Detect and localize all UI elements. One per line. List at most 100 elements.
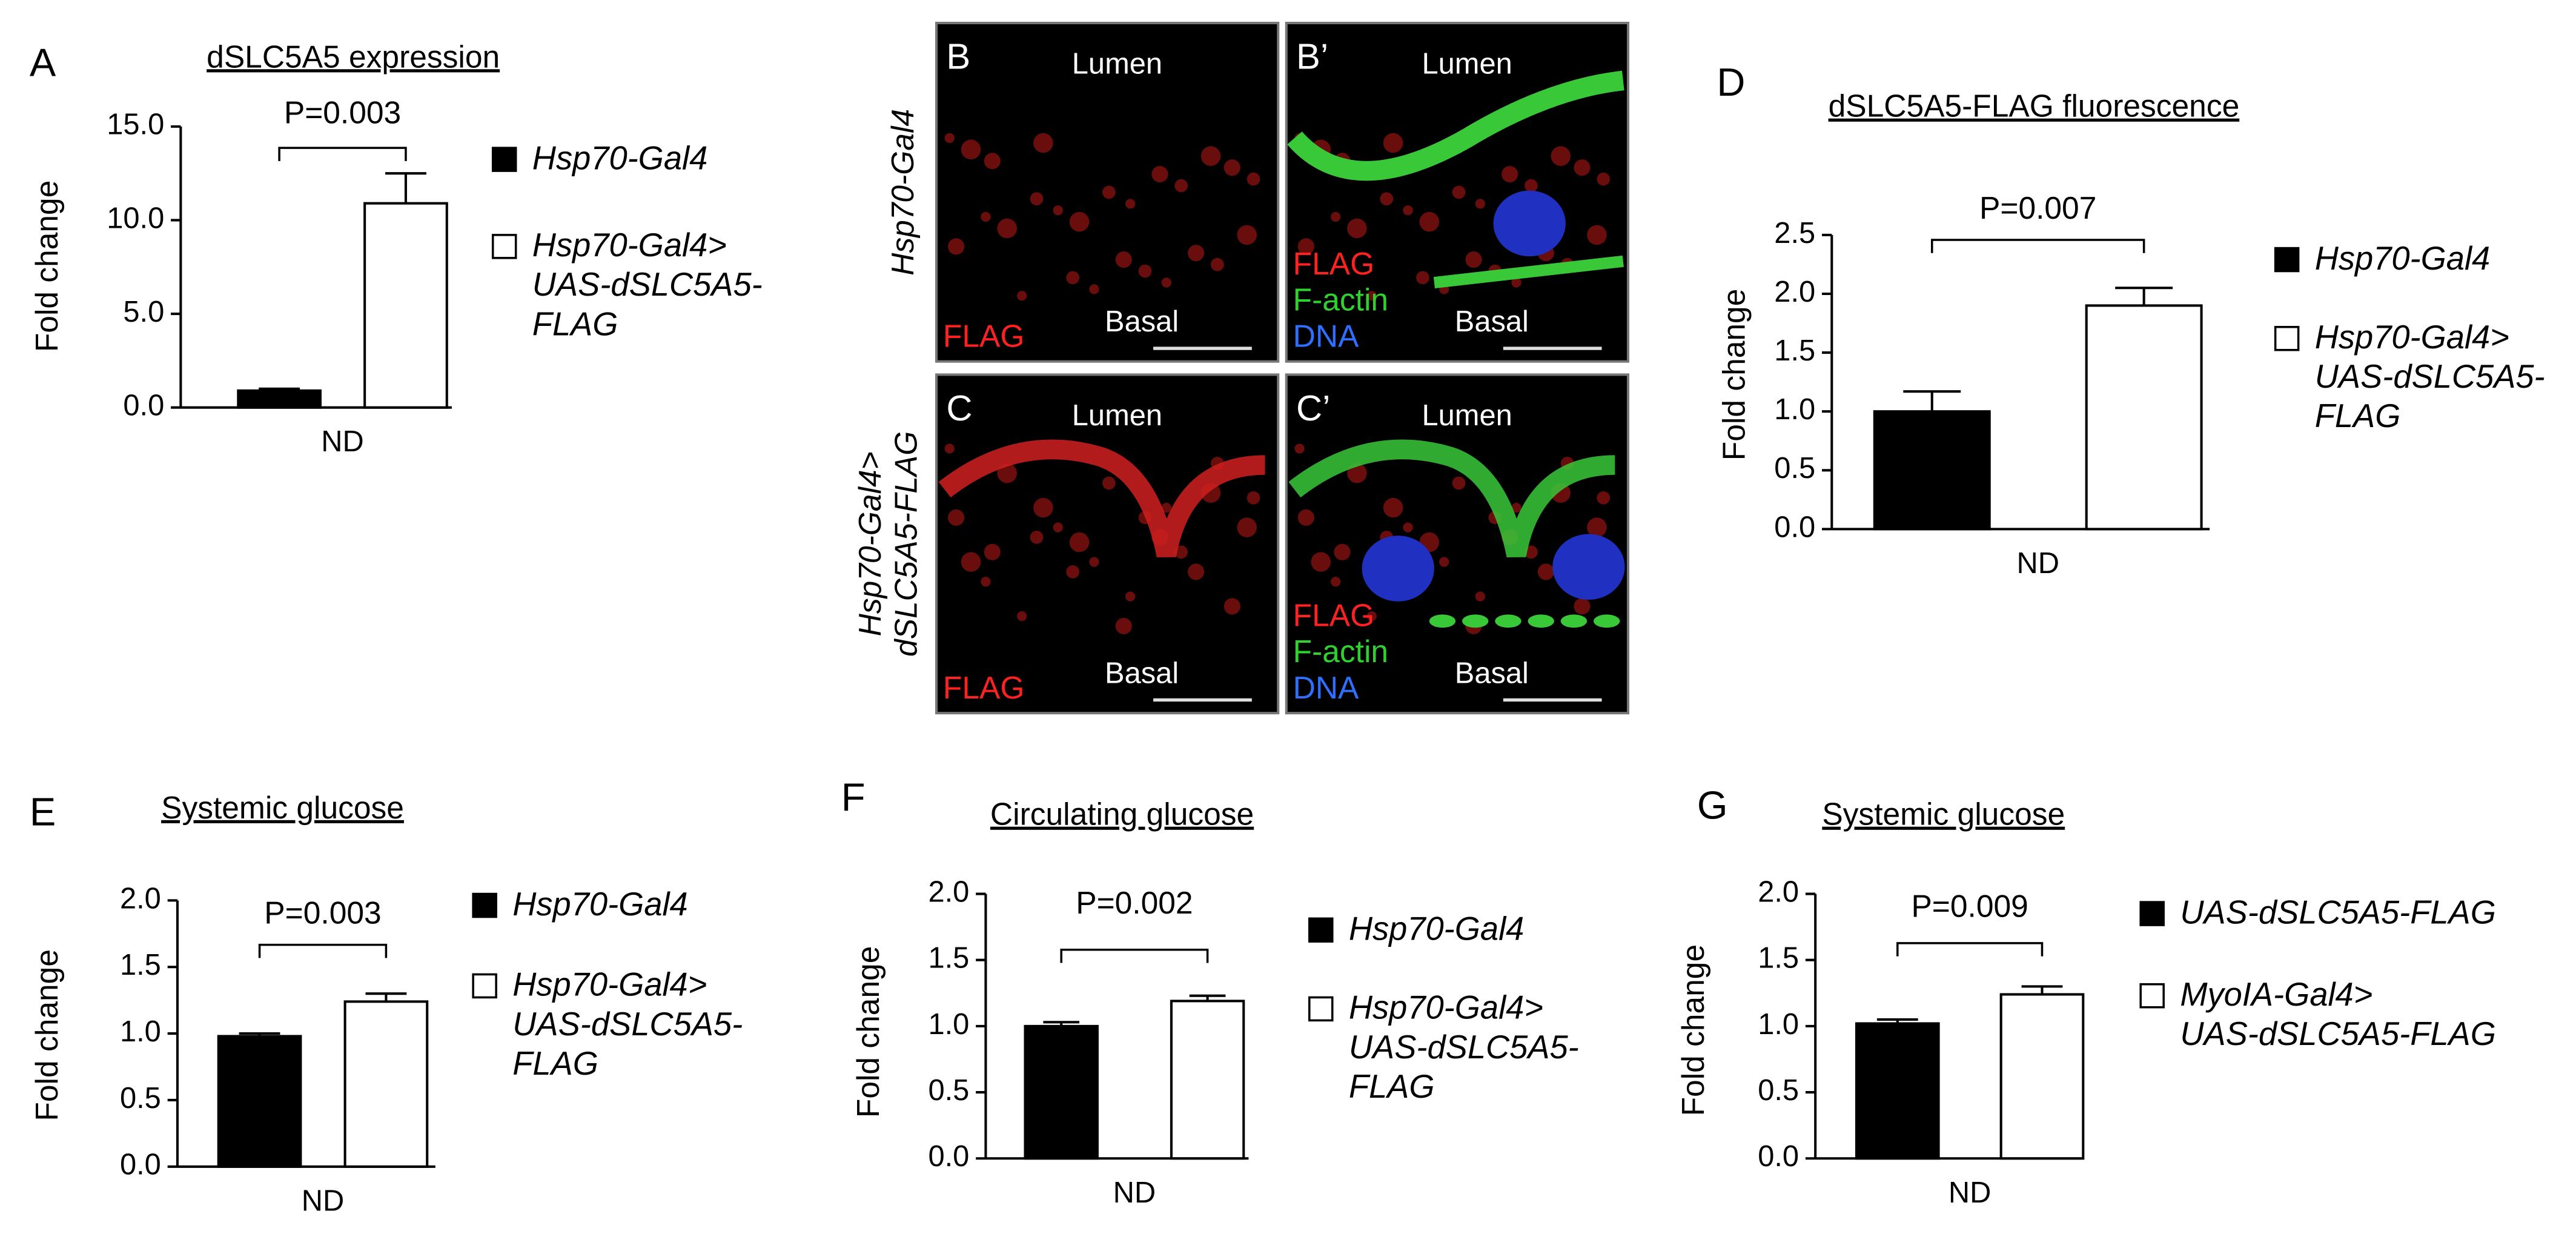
legend-label: Hsp70-Gal4> UAS-dSLC5A5- FLAG — [512, 967, 743, 1083]
stain-red — [1030, 531, 1044, 544]
stain-red — [1200, 146, 1221, 166]
panel-letter: E — [30, 790, 56, 834]
stain-red — [1331, 211, 1341, 222]
row-label: Hsp70-Gal4 — [887, 108, 922, 276]
legend-swatch — [472, 892, 497, 918]
image-label-top: Lumen — [1422, 399, 1512, 432]
y-tick-label: 1.0 — [1774, 393, 1815, 426]
stain-red — [1033, 497, 1053, 518]
panel-letter: G — [1697, 783, 1728, 828]
stain-actin — [1495, 614, 1521, 628]
stain-red — [1102, 476, 1116, 490]
legend-label: Hsp70-Gal4> UAS-dSLC5A5- FLAG — [532, 228, 763, 343]
stain-red — [1125, 591, 1136, 602]
legend-label: Hsp70-Gal4> UAS-dSLC5A5- FLAG — [2314, 320, 2545, 436]
stain-membrane — [1288, 439, 1615, 558]
y-tick-label: 1.5 — [1774, 334, 1815, 367]
y-axis-label: Fold change — [29, 181, 64, 353]
stain-red — [1161, 502, 1171, 513]
stain-red — [1211, 257, 1224, 271]
y-tick-label: 0.0 — [123, 390, 164, 422]
channel-label: FLAG — [943, 670, 1025, 705]
stain-red — [981, 577, 991, 587]
panel-letter: A — [30, 41, 56, 85]
stain-red — [1380, 192, 1394, 206]
error-bar — [1903, 390, 1961, 412]
bar — [1999, 993, 2085, 1160]
x-tick-label: ND — [2016, 547, 2059, 580]
stain-red — [1511, 277, 1521, 288]
image-label-top: Lumen — [1072, 47, 1162, 80]
stain-red — [1188, 245, 1205, 262]
significance-bracket — [1060, 948, 1209, 963]
stain-red — [1030, 192, 1044, 206]
y-tick-label: 1.5 — [928, 942, 969, 975]
row-label-box: Hsp70-Gal4> dSLC5A5-FLAG — [854, 431, 925, 657]
y-tick-label: 0.0 — [1758, 1140, 1799, 1173]
stain-red — [1334, 543, 1351, 560]
y-tick-label: 0.0 — [1774, 511, 1815, 543]
stain-red — [944, 133, 955, 143]
stain-red — [1311, 552, 1331, 572]
image-label-bottom: Basal — [1455, 305, 1529, 338]
annotation: P=0.003 — [264, 895, 381, 930]
stain-red — [1416, 271, 1429, 285]
legend-swatch — [2274, 247, 2300, 273]
bar — [1170, 1000, 1245, 1160]
y-tick-label: 1.5 — [120, 949, 161, 981]
stain-red — [1053, 205, 1063, 216]
stain-red — [1069, 211, 1090, 232]
stain-red — [944, 443, 955, 454]
error-bar — [2021, 985, 2063, 995]
panel-letter: C’ — [1296, 388, 1330, 428]
stain-red — [1033, 133, 1053, 153]
legend-label-box: Hsp70-Gal4 — [512, 887, 687, 924]
image-label-bottom: Basal — [1455, 657, 1529, 690]
legend-swatch — [2274, 326, 2300, 351]
stain-red — [1297, 509, 1314, 526]
stain-red — [1053, 522, 1063, 532]
annotation: P=0.003 — [284, 95, 401, 130]
panel-letter: B — [946, 36, 970, 76]
stain-red — [1016, 611, 1027, 622]
bar — [2085, 304, 2203, 531]
stain-red — [1597, 491, 1611, 505]
stain-red — [1016, 291, 1027, 301]
legend-label-box: Hsp70-Gal4> UAS-dSLC5A5- FLAG — [1349, 991, 1579, 1106]
annotation: P=0.002 — [1076, 885, 1193, 920]
bar — [363, 202, 448, 409]
stain-red — [1597, 172, 1611, 186]
stain-red — [1366, 611, 1377, 622]
significance-bracket — [278, 147, 407, 161]
y-tick-label: 10.0 — [107, 202, 164, 234]
annotation: P=0.009 — [1911, 889, 2028, 924]
x-tick-label: ND — [321, 425, 364, 458]
y-tick-label: 0.5 — [1758, 1074, 1799, 1107]
stain-red — [1439, 557, 1449, 567]
panel-letter: B’ — [1296, 36, 1328, 76]
y-tick-label: 1.0 — [928, 1008, 969, 1041]
stain-actin — [1287, 70, 1624, 181]
legend-label-box: Hsp70-Gal4 — [1349, 912, 1524, 948]
y-tick-label: 1.5 — [1758, 942, 1799, 975]
stain-red — [1223, 598, 1240, 615]
stain-red — [1331, 577, 1341, 587]
bar — [1855, 1022, 1940, 1160]
stain-red — [1066, 565, 1080, 579]
stain-red — [1174, 179, 1188, 193]
stain-red — [1475, 199, 1485, 209]
significance-bracket — [1896, 942, 2044, 957]
stain-red — [1366, 291, 1377, 301]
stain-red — [1587, 517, 1607, 537]
legend-swatch — [1308, 917, 1334, 943]
stain-red — [1403, 522, 1413, 532]
stain-red — [1066, 271, 1080, 285]
stain-red — [961, 139, 981, 160]
legend-label-box: Hsp70-Gal4> UAS-dSLC5A5- FLAG — [532, 228, 763, 343]
image-label-top: Lumen — [1422, 47, 1512, 80]
y-axis-label: Fold change — [1675, 944, 1710, 1116]
legend-label: UAS-dSLC5A5-FLAG — [2180, 895, 2496, 932]
legend-swatch — [491, 147, 517, 172]
